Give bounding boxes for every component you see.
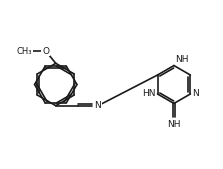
Text: HN: HN [142,89,155,99]
Text: NH: NH [175,55,189,64]
Text: CH₃: CH₃ [17,46,32,56]
Text: N: N [193,89,199,99]
Text: NH: NH [167,119,181,128]
Text: N: N [95,101,101,110]
Text: O: O [42,46,49,56]
